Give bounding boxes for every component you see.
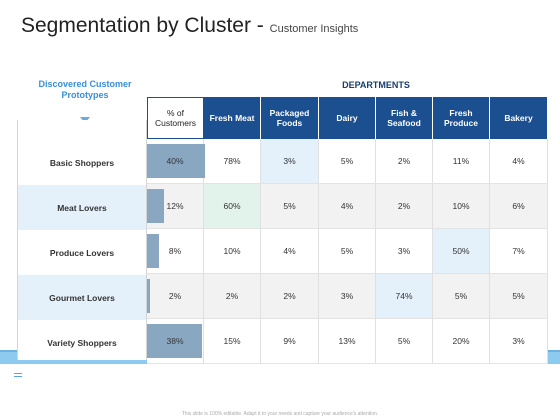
page-title: Segmentation by Cluster - Customer Insig… xyxy=(21,14,358,38)
departments-header: DEPARTMENTS xyxy=(342,80,410,90)
prototype-label-basic-shoppers: Basic Shoppers xyxy=(49,157,115,168)
table-cell: 5% xyxy=(319,139,376,184)
table-cell: 78% xyxy=(204,139,261,184)
table-cell: 10% xyxy=(204,229,261,274)
column-header-fish-seafood: Fish & Seafood xyxy=(376,97,433,139)
table-row: 8% 10% 4% 5% 3% 50% 7% xyxy=(147,229,548,274)
table-cell: 60% xyxy=(204,184,261,229)
table-cell: 4% xyxy=(490,139,548,184)
table-cell: 10% xyxy=(433,184,490,229)
title-subtitle: Customer Insights xyxy=(269,23,359,35)
table-cell: 2% xyxy=(376,139,433,184)
table-cell: 7% xyxy=(490,229,548,274)
pct-customers-bar xyxy=(147,144,205,178)
column-header-dairy: Dairy xyxy=(319,97,376,139)
pct-customers-bar xyxy=(147,234,159,268)
pct-customers-cell: 40% xyxy=(147,139,205,184)
table-cell: 5% xyxy=(376,319,433,364)
pct-customers-value: 2% xyxy=(168,291,182,301)
pct-customers-cell: 12% xyxy=(147,184,204,229)
table-cell: 4% xyxy=(319,184,376,229)
prototypes-header: Discovered Customer Prototypes xyxy=(38,79,132,100)
table-row: 38% 15% 9% 13% 5% 20% 3% xyxy=(147,319,548,364)
table-row: 12% 60% 5% 4% 2% 10% 6% xyxy=(147,184,548,229)
pct-customers-bar xyxy=(147,324,202,358)
table-cell: 13% xyxy=(319,319,376,364)
table-cell: 5% xyxy=(490,274,548,319)
table-cell: 2% xyxy=(261,274,319,319)
table-cell: 2% xyxy=(204,274,261,319)
table-cell: 6% xyxy=(490,184,548,229)
pct-customers-cell: 8% xyxy=(147,229,204,274)
table-cell: 3% xyxy=(261,139,319,184)
table-cell: 11% xyxy=(433,139,490,184)
column-header-bakery: Bakery xyxy=(490,97,548,139)
pct-customers-value: 38% xyxy=(166,336,184,346)
table-cell: 5% xyxy=(319,229,376,274)
footer-note: This slide is 100% editable. Adapt it to… xyxy=(181,411,379,417)
column-header-packaged-foods: Packaged Foods xyxy=(261,97,319,139)
pct-customers-value: 8% xyxy=(168,246,182,256)
table-cell: 15% xyxy=(204,319,261,364)
table-cell: 50% xyxy=(433,229,490,274)
table-cell: 4% xyxy=(261,229,319,274)
table-cell: 9% xyxy=(261,319,319,364)
column-header-pct-customers: % of Customers xyxy=(147,97,204,139)
table-cell: 74% xyxy=(376,274,433,319)
prototype-label-variety-shoppers: Variety Shoppers xyxy=(47,337,117,348)
table-row: 2% 2% 2% 3% 74% 5% 5% xyxy=(147,274,548,319)
prototype-label-produce-lovers: Produce Lovers xyxy=(49,247,115,258)
table-cell: 2% xyxy=(376,184,433,229)
table-cell: 3% xyxy=(490,319,548,364)
pct-customers-cell: 2% xyxy=(147,274,204,319)
pct-customers-value: 40% xyxy=(166,156,184,166)
pct-customers-bar xyxy=(147,279,150,313)
segmentation-table: % of Customers Fresh Meat Packaged Foods… xyxy=(147,97,548,364)
prototype-label-meat-lovers: Meat Lovers xyxy=(18,185,146,230)
pct-customers-bar xyxy=(147,189,164,223)
column-header-fresh-meat: Fresh Meat xyxy=(204,97,261,139)
table-cell: 5% xyxy=(261,184,319,229)
pct-customers-value: 12% xyxy=(166,201,184,211)
title-separator: - xyxy=(250,14,270,37)
table-cell: 20% xyxy=(433,319,490,364)
table-cell: 3% xyxy=(376,229,433,274)
prototype-label-gourmet-lovers: Gourmet Lovers xyxy=(18,275,146,320)
column-header-fresh-produce: Fresh Produce xyxy=(433,97,490,139)
table-cell: 3% xyxy=(319,274,376,319)
pct-customers-cell: 38% xyxy=(147,319,204,364)
title-main: Segmentation by Cluster xyxy=(21,14,251,37)
table-header-row: % of Customers Fresh Meat Packaged Foods… xyxy=(147,97,548,139)
table-row: 40% 78% 3% 5% 2% 11% 4% xyxy=(147,139,548,184)
table-cell: 5% xyxy=(433,274,490,319)
table-body: 40% 78% 3% 5% 2% 11% 4% 12% 60% 5% 4% 2% 10% 6% 8% 10% 4… xyxy=(147,139,548,364)
menu-icon xyxy=(14,373,22,379)
prototype-column: Basic Shoppers Meat Lovers Produce Lover… xyxy=(17,120,147,360)
